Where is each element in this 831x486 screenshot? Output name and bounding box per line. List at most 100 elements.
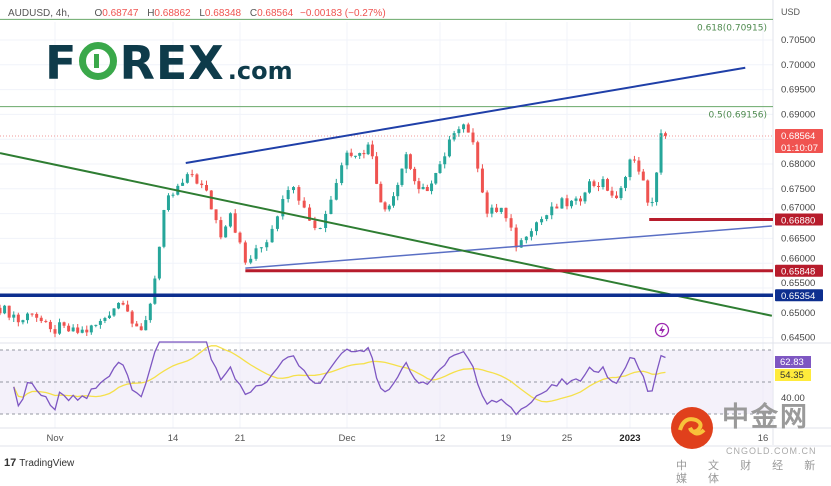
candle-body [425,187,429,192]
candle-body [44,321,48,323]
candle-body [597,185,600,188]
time-tick-label: 19 [501,433,512,444]
candle-body [396,184,400,197]
candle-body [7,305,11,318]
price-tick-label: 0.67000 [781,203,815,214]
candle-body [560,198,564,209]
price-tick-label: 0.68000 [781,159,815,170]
candle-body [610,190,614,196]
cngold-logo-swirl [678,417,706,436]
candle-body [555,206,559,209]
candle-body [466,124,470,133]
candle-body [366,144,370,155]
candle-body [265,242,269,248]
candle-body [345,152,349,166]
candle-body [238,232,242,243]
candle-body [135,323,139,327]
forex-logo: F REX .com [45,36,293,90]
price-tick-label: 0.65000 [781,308,815,319]
fib-level-label: 0.5(0.69156) [708,111,767,121]
watermark-en: CNGOLD.COM.CN [726,446,817,456]
candle-body [579,198,582,202]
candle-body [62,322,66,326]
candle-body [430,183,434,192]
candle-body [35,313,39,318]
candle-body [126,304,130,312]
candle-body [30,313,34,315]
candle-body [650,202,654,204]
candle-body [130,311,134,324]
candle-body [117,302,121,309]
low-value: 0.68348 [204,8,242,19]
candle-body [195,174,199,184]
candle-body [185,174,189,183]
candle-body [103,318,107,321]
low-key: L [199,8,205,19]
candle-body [565,198,569,207]
candle-body [209,190,213,210]
candle-body [214,209,218,221]
candle-body [162,209,166,247]
candle-body [383,202,387,210]
price-tick-label: 0.69000 [781,109,815,120]
candle-body [471,132,475,143]
candle-body [329,199,333,214]
time-tick-label: 16 [758,433,769,444]
candle-body [16,314,20,323]
candle-body [443,156,447,165]
candle-body [76,327,80,333]
tradingview-brand[interactable]: 17 TradingView [4,457,74,469]
logo-com: .com [227,57,293,85]
candle-body [628,159,632,178]
candle-body [519,240,523,248]
candle-body [514,227,518,248]
candle-body [659,133,663,173]
candle-body [107,315,111,319]
trend-line-channel-lower [245,225,772,269]
candle-body [286,190,290,200]
candle-body [39,317,43,322]
candle-body [224,226,228,238]
candle-body [259,247,263,249]
candle-body [281,199,285,217]
close-value: 0.68564 [257,8,294,19]
candle-body [570,200,573,207]
candle-body [421,187,425,190]
candle-body [249,258,253,263]
candle-body [153,278,157,304]
rsi-line [13,341,666,416]
candle-body [592,181,596,186]
rsi-value: 62.83 [780,357,804,368]
candle-body [71,327,75,332]
candle-body [540,219,544,223]
candle-body [499,207,503,212]
candle-body [601,179,605,188]
price-tick-label: 0.70000 [781,60,815,71]
candle-body [362,153,366,155]
candle-body [318,227,322,229]
rsi-ma-badge [775,369,811,381]
level-price-badge [775,289,823,302]
candle-body [166,195,170,210]
candle-body [313,220,317,229]
price-tick-label: 0.67500 [781,184,815,195]
level-price-badge [775,264,823,277]
candle-body [181,182,185,186]
candle-body [349,152,353,156]
candle-body [476,142,480,169]
candle-body [200,183,204,186]
candle-body [387,205,391,210]
candle-body [270,228,274,243]
candle-body [462,124,466,130]
time-tick-label: 21 [235,433,246,444]
candle-body [509,218,513,228]
candle-body [663,133,667,137]
candle-body [574,198,578,201]
candle-body [12,314,16,318]
candle-body [632,159,636,161]
high-value: 0.68862 [154,8,191,19]
candle-body [550,206,554,216]
tradingview-label: TradingView [19,458,75,469]
candle-body [171,194,175,196]
